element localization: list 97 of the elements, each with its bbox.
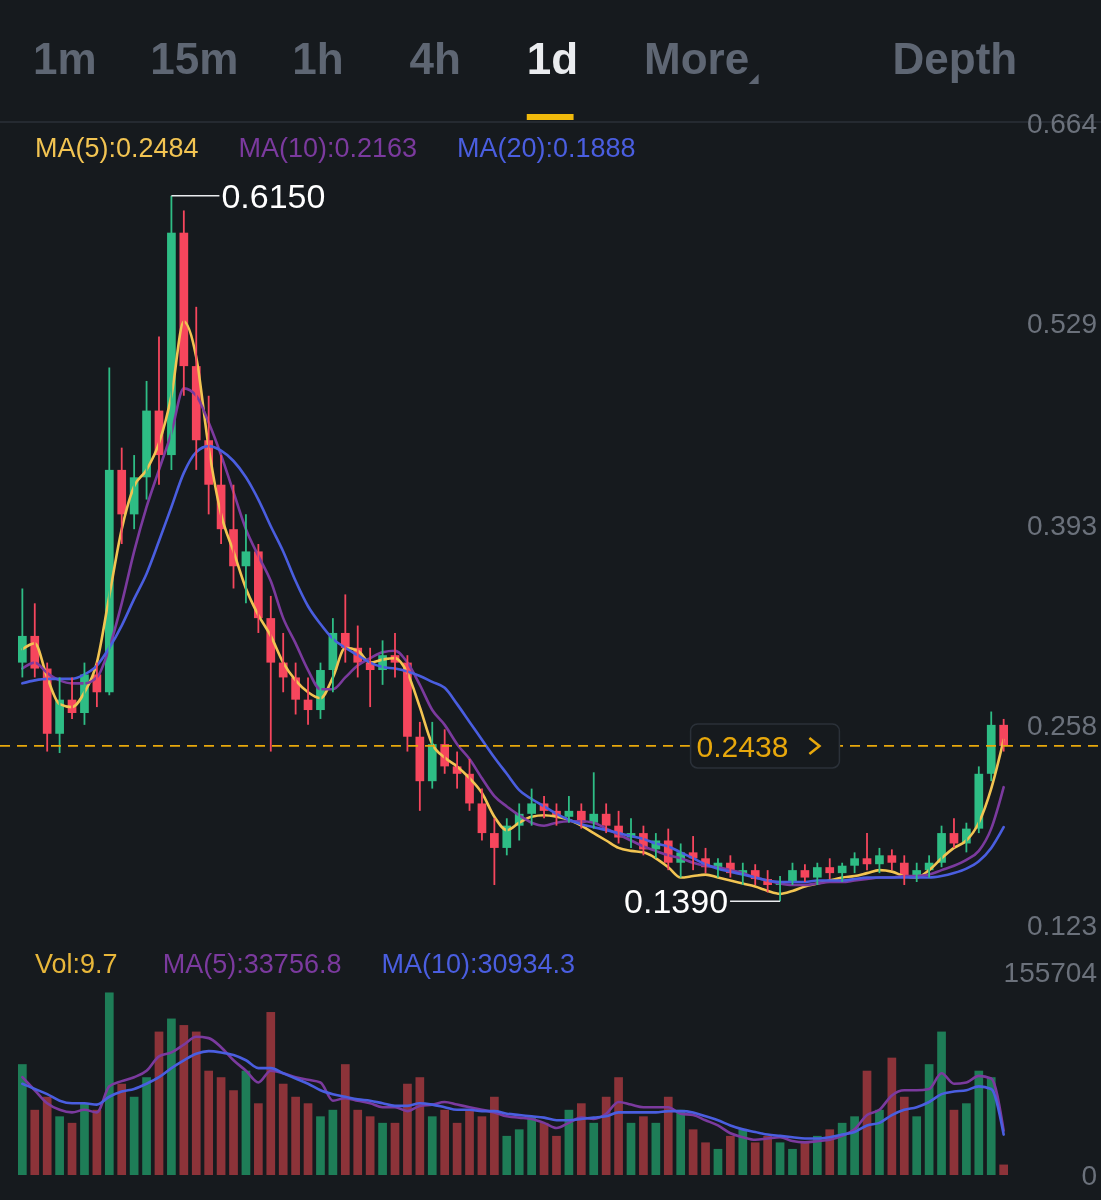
bar (527, 1116, 536, 1175)
y-tick-label: 0 (1081, 1159, 1097, 1191)
bar (316, 1116, 325, 1175)
bar (651, 1122, 661, 1175)
bar (303, 1103, 313, 1175)
bar (67, 1122, 77, 1175)
bar (713, 1148, 723, 1175)
bar (750, 1142, 760, 1175)
bar (875, 1109, 884, 1175)
bar (837, 1122, 847, 1175)
text: 1h (292, 34, 344, 83)
bar (278, 1083, 288, 1175)
bar (552, 1135, 561, 1175)
bar (30, 1109, 40, 1175)
bar (576, 1103, 586, 1175)
line-series (21, 1049, 1005, 1140)
line-series (21, 1035, 1005, 1144)
bar (365, 1116, 375, 1175)
bar (291, 1096, 300, 1175)
bar (104, 992, 114, 1175)
bar (937, 1031, 946, 1175)
bar (676, 1109, 686, 1175)
bar (452, 1122, 462, 1175)
bar (179, 1025, 189, 1175)
bar (539, 1122, 549, 1175)
bar (949, 1109, 959, 1175)
bar (912, 1116, 922, 1175)
bar (974, 1070, 984, 1175)
bar (639, 1116, 648, 1175)
text: 1d (526, 34, 579, 83)
bar (962, 1103, 971, 1175)
bar (775, 1142, 785, 1175)
bar (403, 1083, 412, 1175)
text: MA(5):33756.8 (162, 949, 342, 979)
bar (254, 1103, 263, 1175)
bar (514, 1129, 524, 1175)
bar (142, 1077, 151, 1175)
y-tick-label: 0.123 (1026, 909, 1097, 941)
bar (55, 1116, 64, 1175)
y-tick-label: 0.393 (1026, 509, 1097, 541)
bar (899, 1096, 909, 1175)
bar (241, 1070, 251, 1175)
y-tick-label: 0.664 (1026, 107, 1097, 139)
bar (42, 1096, 52, 1175)
bar (626, 1122, 636, 1175)
bar (117, 1083, 127, 1175)
bar (266, 1012, 276, 1175)
candlestick (850, 851, 859, 875)
text: 15m (150, 34, 239, 83)
ref-line-label: 0.2438 (696, 729, 789, 763)
bar (788, 1148, 797, 1175)
bar (18, 1064, 27, 1175)
bar (216, 1077, 226, 1175)
text: Depth (892, 34, 1018, 83)
bar (701, 1142, 710, 1175)
bar (80, 1103, 89, 1175)
bar (191, 1031, 201, 1175)
bar (465, 1109, 474, 1175)
bar (167, 1018, 176, 1175)
annotation: 0.6150 (221, 176, 326, 215)
bar (763, 1135, 772, 1175)
text: 1m (33, 34, 97, 83)
text: MA(5):0.2484 (35, 133, 199, 163)
y-tick-label: 155704 (1003, 956, 1097, 988)
bar (378, 1122, 387, 1175)
bar (328, 1109, 338, 1175)
bar (353, 1109, 363, 1175)
bar (129, 1096, 139, 1175)
candlestick (875, 847, 884, 875)
bar (663, 1096, 673, 1175)
bar (229, 1090, 238, 1175)
bar (415, 1077, 425, 1175)
text: MA(20):0.1888 (457, 133, 636, 163)
bar (477, 1116, 487, 1175)
bar (427, 1116, 437, 1175)
bar (340, 1064, 350, 1175)
annotation: 0.1390 (624, 882, 729, 921)
bar (999, 1164, 1008, 1175)
bar (589, 1122, 599, 1175)
bar (502, 1135, 512, 1175)
bar (440, 1109, 450, 1175)
series-label: Vol:9.7 (35, 949, 118, 979)
y-tick-label: 0.529 (1026, 307, 1097, 339)
bar (738, 1129, 748, 1175)
bar (390, 1122, 400, 1175)
bar (204, 1070, 214, 1175)
text: MA(10):0.2163 (238, 133, 418, 163)
bar (490, 1096, 499, 1175)
text: 4h (409, 34, 461, 83)
text: MA(10):30934.3 (381, 949, 576, 979)
bar (850, 1116, 859, 1175)
bar (726, 1135, 735, 1175)
bar (601, 1096, 611, 1175)
text: More (644, 34, 750, 83)
bar (688, 1129, 698, 1175)
bar (614, 1077, 623, 1175)
y-tick-label: 0.258 (1026, 709, 1097, 741)
